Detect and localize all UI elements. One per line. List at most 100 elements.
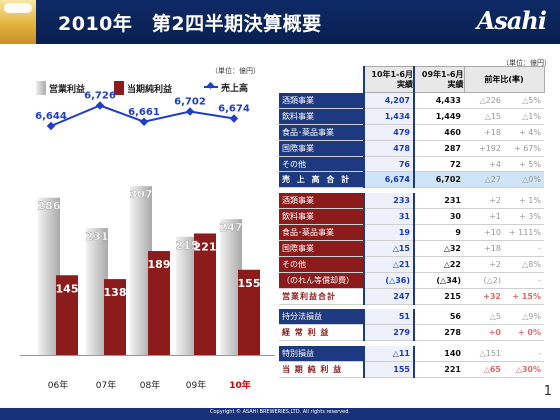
table-row: 食品･薬品事業 19 9 +10 + 111% <box>279 224 544 242</box>
sales-label: 6,702 <box>174 97 206 108</box>
sales-point <box>185 107 195 116</box>
footer-bar <box>0 408 560 420</box>
results-table: 10年1-6月 実績 09年1-6月 実績 前年比(率) 酒類事業 4,207 4,… <box>279 66 545 379</box>
net-bar-label: 221 <box>194 240 217 253</box>
table-row: 売 上 高 合 計 6,674 6,702 △27 △0% <box>279 171 544 189</box>
table-row: 国際事業 478 287 +192 + 67% <box>279 140 544 157</box>
row-previous: 221 <box>414 361 464 379</box>
row-diff: +10 <box>464 224 504 242</box>
row-current: 479 <box>363 124 415 141</box>
row-previous: 231 <box>414 192 464 210</box>
row-label: （のれん等償却費） <box>279 272 364 289</box>
row-rate: + 3% <box>504 208 544 226</box>
row-diff: (△2) <box>464 272 504 289</box>
op-bar <box>86 227 108 355</box>
table-header-row: 10年1-6月 実績 09年1-6月 実績 前年比(率) <box>279 66 545 93</box>
row-previous: 72 <box>414 156 464 173</box>
sales-label: 6,674 <box>218 104 250 115</box>
legend-op-swatch <box>36 81 46 95</box>
net-bar <box>194 233 216 355</box>
row-rate: △8% <box>504 256 544 273</box>
row-current: △21 <box>363 256 415 273</box>
row-diff: +4 <box>464 156 504 173</box>
asahi-logo: Asahi <box>476 6 547 35</box>
row-previous: 4,433 <box>414 92 464 109</box>
row-rate: - <box>504 272 544 289</box>
row-label: 国際事業 <box>279 140 364 157</box>
row-diff: +192 <box>464 140 504 157</box>
sales-point <box>95 101 105 110</box>
row-current: 6,674 <box>363 171 415 189</box>
row-diff: +0 <box>464 324 504 342</box>
table-row: 飲料事業 31 30 +1 + 3% <box>279 208 544 226</box>
row-diff: +2 <box>464 256 504 273</box>
row-diff: +2 <box>464 192 504 210</box>
row-rate: + 15% <box>504 288 544 305</box>
table-row: 酒類事業 4,207 4,433 △226 △5% <box>279 92 544 109</box>
row-label: 酒類事業 <box>279 192 364 210</box>
spacer-row <box>279 340 544 346</box>
category-label: 06年 <box>48 379 68 391</box>
row-current: 279 <box>363 324 415 342</box>
sales-point <box>139 117 149 126</box>
net-bar-label: 155 <box>238 277 261 290</box>
row-label: 国際事業 <box>279 240 364 257</box>
row-rate: △5% <box>504 92 544 109</box>
row-current: (△36) <box>363 272 415 289</box>
net-bar-label: 189 <box>148 258 171 271</box>
op-bar <box>130 186 152 355</box>
header-change: 前年比(率) <box>463 66 545 93</box>
legend-sales-swatch <box>204 86 218 88</box>
row-rate: + 5% <box>504 156 544 173</box>
row-diff: +18 <box>464 124 504 141</box>
row-current: 4,207 <box>363 92 415 109</box>
category-label: 08年 <box>140 379 160 391</box>
sales-label: 6,661 <box>128 107 160 118</box>
table-row: 国際事業 △15 △32 +18- <box>279 240 544 257</box>
net-bar-label: 145 <box>56 282 79 295</box>
row-current: 51 <box>363 309 415 326</box>
x-axis-line <box>20 355 275 356</box>
row-current: 233 <box>363 192 415 210</box>
row-current: 478 <box>363 140 415 157</box>
row-diff: +32 <box>464 288 504 305</box>
row-current: △11 <box>363 345 415 363</box>
net-bar-label: 138 <box>104 286 127 299</box>
row-label: 飲料事業 <box>279 208 364 226</box>
op-bar <box>220 219 242 355</box>
header-banner: 2010年 第2四半期決算概要 Asahi <box>0 0 560 44</box>
row-diff: △5 <box>464 309 504 326</box>
row-label: 当 期 純 利 益 <box>279 361 364 379</box>
row-rate: △0% <box>504 171 544 189</box>
row-label: 飲料事業 <box>279 108 364 125</box>
row-diff: △27 <box>464 171 504 189</box>
op-bar <box>176 236 198 355</box>
op-bar-label: 247 <box>220 221 243 234</box>
row-current: 247 <box>363 288 415 305</box>
row-diff: △226 <box>464 92 504 109</box>
table-row: 経 常 利 益 279 278 +0 + 0% <box>279 324 544 342</box>
table-row: 特別損益 △11 140 △151- <box>279 345 544 363</box>
row-rate: △30% <box>504 361 544 379</box>
row-previous: 215 <box>414 288 464 305</box>
table-row: 食品･薬品事業 479 460 +18 + 4% <box>279 124 544 141</box>
op-bar-label: 231 <box>86 230 109 243</box>
row-diff: +18 <box>464 240 504 257</box>
row-previous: △32 <box>414 240 464 257</box>
row-current: △15 <box>363 240 415 257</box>
row-diff: △15 <box>464 108 504 125</box>
row-previous: 9 <box>414 224 464 242</box>
sales-point <box>229 114 239 123</box>
row-label: 食品･薬品事業 <box>279 124 364 141</box>
row-rate: △1% <box>504 108 544 125</box>
row-current: 31 <box>363 208 415 226</box>
row-rate: + 1% <box>504 192 544 210</box>
row-label: 特別損益 <box>279 345 364 363</box>
net-bar <box>148 251 170 355</box>
row-previous: 30 <box>414 208 464 226</box>
beer-glass-icon <box>0 0 36 44</box>
table-row: その他 76 72 +4 + 5% <box>279 156 544 173</box>
row-rate: + 0% <box>504 324 544 342</box>
table-row: 飲料事業 1,434 1,449 △15 △1% <box>279 108 544 125</box>
spacer-row <box>279 187 544 193</box>
